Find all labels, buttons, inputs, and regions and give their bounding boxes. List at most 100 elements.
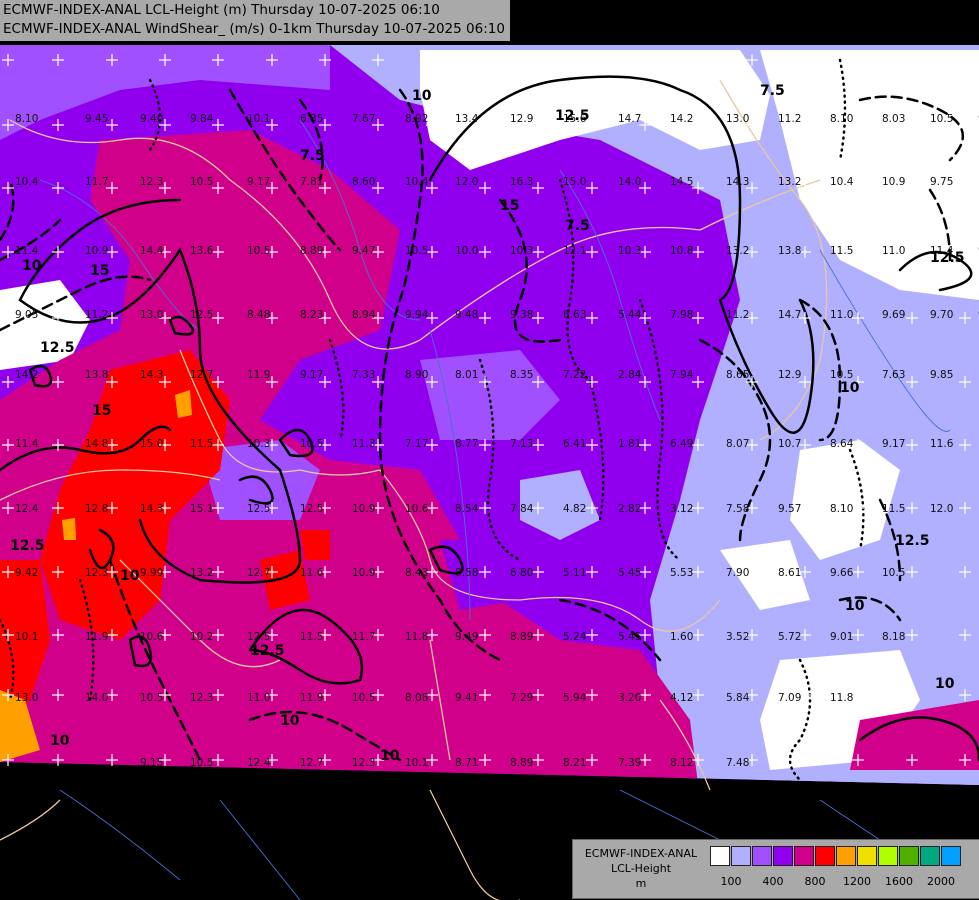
station-value: 10.4	[405, 176, 429, 188]
station-cross	[52, 439, 64, 451]
station-value: 8.94	[352, 309, 376, 321]
station-cross	[106, 439, 118, 451]
station-cross	[159, 119, 171, 131]
station-cross	[426, 54, 438, 66]
contour-label: 15	[92, 403, 111, 419]
station-value: 11.4	[930, 245, 954, 257]
station-value: 12.5	[247, 503, 270, 515]
station-cross	[532, 119, 544, 131]
station-cross	[639, 754, 651, 766]
station-value: 8.48	[247, 309, 270, 321]
station-cross	[586, 629, 598, 641]
station-cross	[532, 689, 544, 701]
station-value: 11.7	[85, 176, 108, 188]
contour-label: 12.5	[930, 250, 965, 266]
station-value: 8.71	[455, 757, 478, 769]
station-cross	[639, 376, 651, 388]
station-cross	[692, 502, 704, 514]
station-cross	[586, 312, 598, 324]
station-cross	[479, 566, 491, 578]
station-value: 8.12	[670, 757, 693, 769]
station-cross	[212, 54, 224, 66]
station-cross	[586, 502, 598, 514]
station-value: 6.41	[563, 438, 586, 450]
station-value: 1.60	[670, 631, 693, 643]
station-value: 10.8	[670, 245, 693, 257]
station-cross	[852, 312, 864, 324]
station-cross	[426, 312, 438, 324]
station-cross	[639, 119, 651, 131]
station-value: 1.81	[618, 438, 641, 450]
station-cross	[799, 629, 811, 641]
station-value: 12.5	[247, 631, 270, 643]
station-cross	[639, 246, 651, 258]
station-cross	[746, 54, 758, 66]
station-cross	[746, 246, 758, 258]
station-cross	[52, 182, 64, 194]
station-cross	[532, 566, 544, 578]
station-cross	[532, 376, 544, 388]
station-cross	[479, 312, 491, 324]
station-cross	[692, 182, 704, 194]
contour-label: 12.5	[250, 643, 285, 659]
station-cross	[266, 754, 278, 766]
station-value: 7.67	[352, 113, 375, 125]
station-cross	[906, 629, 918, 641]
legend-title: ECMWF-INDEX-ANAL LCL-Height m	[577, 846, 705, 891]
station-value: 10.9	[352, 567, 375, 579]
station-cross	[852, 754, 864, 766]
station-cross	[639, 54, 651, 66]
station-value: 10.9	[352, 503, 375, 515]
station-value: 11.6	[300, 567, 324, 579]
station-cross	[852, 246, 864, 258]
station-cross	[746, 312, 758, 324]
station-value: 10.4	[15, 176, 39, 188]
station-cross	[479, 119, 491, 131]
station-cross	[799, 376, 811, 388]
station-cross	[479, 629, 491, 641]
station-cross	[959, 439, 971, 451]
station-cross	[426, 502, 438, 514]
station-cross	[586, 754, 598, 766]
legend-tick-label: 1600	[885, 875, 913, 888]
station-cross	[852, 119, 864, 131]
legend-tick-label: 1200	[843, 875, 871, 888]
station-cross	[852, 54, 864, 66]
station-value: 14.5	[670, 176, 693, 188]
station-value: 13.2	[778, 176, 801, 188]
station-value: 10.5	[830, 369, 853, 381]
contour-label: 10	[280, 713, 300, 729]
station-value: 6.85	[300, 113, 323, 125]
station-cross	[159, 246, 171, 258]
station-cross	[692, 119, 704, 131]
station-value: 14.0	[618, 176, 641, 188]
station-value: 10.5	[300, 438, 323, 450]
station-cross	[906, 119, 918, 131]
station-cross	[52, 376, 64, 388]
contour-label: 7.5	[300, 148, 325, 164]
station-value: 14.8	[85, 438, 108, 450]
station-value: 13.0	[15, 692, 38, 704]
station-cross	[159, 754, 171, 766]
station-cross	[532, 439, 544, 451]
station-cross	[426, 376, 438, 388]
station-cross	[692, 689, 704, 701]
legend-swatch	[836, 846, 856, 866]
station-cross	[266, 246, 278, 258]
station-value: 12.7	[300, 757, 323, 769]
station-value: 9.17	[882, 438, 905, 450]
station-cross	[586, 182, 598, 194]
station-cross	[319, 376, 331, 388]
station-cross	[426, 629, 438, 641]
contour-label: 10	[50, 733, 70, 749]
contour-label: 12.5	[895, 533, 930, 549]
station-value: 10.5	[882, 567, 905, 579]
station-cross	[639, 439, 651, 451]
station-value: 8.89	[510, 631, 533, 643]
station-value: 8.65	[726, 369, 749, 381]
station-cross	[959, 376, 971, 388]
station-value: 3.12	[670, 503, 693, 515]
station-cross	[212, 119, 224, 131]
contour-label: 10	[120, 568, 140, 584]
station-value: 12.9	[510, 113, 533, 125]
